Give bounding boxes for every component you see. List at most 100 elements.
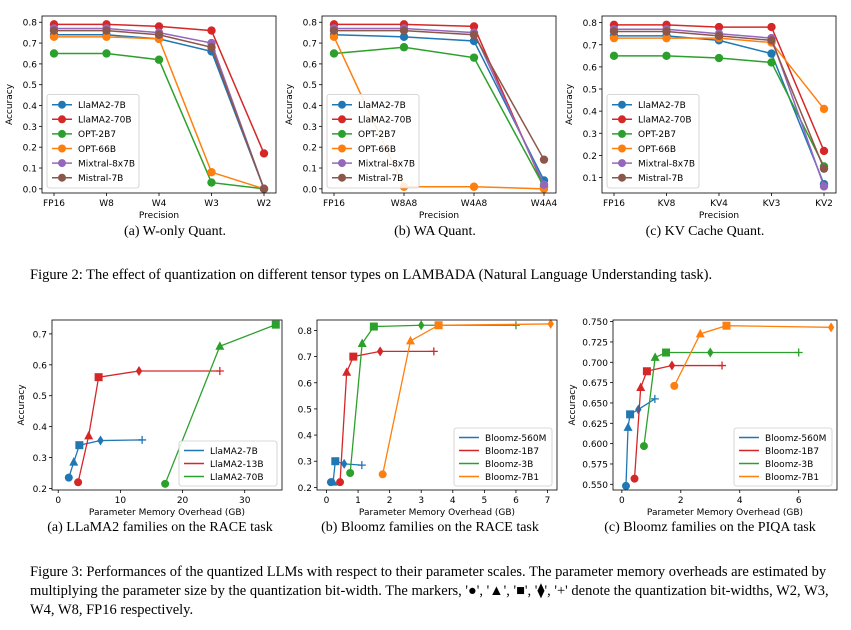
- data-point: [154, 30, 164, 39]
- data-point: [161, 479, 170, 488]
- legend-label: Mixtral-8x7B: [638, 159, 695, 169]
- legend: LlaMA2-7B LlaMA2-70B OPT-2B7 OPT-66B Mixtral…: [606, 94, 700, 189]
- plot-frame: [316, 319, 558, 491]
- x-tick-label: W8A8: [391, 199, 418, 209]
- data-point: [102, 49, 111, 58]
- legend-box: [606, 94, 700, 189]
- data-point: [74, 478, 83, 487]
- data-point: [49, 26, 59, 35]
- y-tick-label: 0.6: [298, 379, 313, 389]
- data-point: [69, 457, 79, 466]
- y-tick-label: 0.650: [582, 399, 608, 409]
- y-tick-label: 0.750: [582, 318, 608, 328]
- y-axis-label: Accuracy: [17, 384, 27, 426]
- data-point: [357, 461, 366, 470]
- legend-label: OPT-66B: [358, 145, 396, 155]
- legend-label: OPT-2B7: [358, 130, 396, 140]
- plot-frame: [51, 319, 283, 491]
- legend-label: Mistral-7B: [78, 174, 123, 184]
- legend-label: Bloomz-560M: [765, 434, 826, 444]
- data-point: [767, 36, 776, 45]
- subcaption-kv-cache: (c) KV Cache Quant.: [645, 224, 765, 239]
- subcaption-llama2-race: (a) LLaMA2 families on the RACE task: [47, 520, 273, 535]
- legend-label: OPT-66B: [78, 145, 116, 155]
- data-point: [102, 26, 111, 35]
- data-point: [827, 322, 835, 333]
- legend: LlaMA2-7B LlaMA2-70B OPT-2B7 OPT-66B Mixtral…: [46, 94, 140, 189]
- data-point: [639, 442, 648, 451]
- x-tick-label: 5: [482, 496, 488, 506]
- data-point: [357, 338, 367, 348]
- y-axis-label: Accuracy: [565, 83, 575, 125]
- series-llama2-13b: [74, 366, 224, 487]
- chart-kv-cache-quant: 0.1 0.2 0.3 0.4 0.5 0.6 0.7 0.8 FP16 KV8 KV4 KV3 KV2…: [565, 15, 837, 221]
- x-tick-label: KV4: [710, 199, 728, 209]
- x-tick-label: W2: [257, 199, 272, 209]
- data-point: [767, 22, 776, 32]
- data-point: [623, 422, 633, 431]
- x-tick-label: 3: [418, 496, 424, 506]
- data-point: [469, 182, 479, 191]
- data-point: [369, 322, 378, 331]
- data-point: [399, 32, 409, 42]
- legend-label: Bloomz-3B: [765, 460, 813, 470]
- data-point: [49, 49, 59, 58]
- y-tick-label: 0.675: [582, 379, 608, 389]
- data-point: [650, 352, 660, 361]
- y-tick-label: 0.8: [23, 19, 38, 29]
- y-tick-label: 0.7: [583, 41, 597, 51]
- x-tick-label: 7: [545, 496, 551, 506]
- legend-label: Bloomz-1B7: [485, 447, 539, 457]
- data-point: [138, 435, 147, 444]
- y-tick-label: 0.1: [583, 174, 597, 184]
- y-tick-label: 0.5: [23, 81, 37, 91]
- legend-label: LlaMA2-13B: [210, 460, 264, 470]
- data-point: [154, 55, 164, 64]
- data-point: [259, 149, 269, 158]
- legend-label: Bloomz-7B1: [485, 473, 539, 483]
- y-axis-label: Accuracy: [5, 83, 15, 125]
- y-tick-label: 0.3: [583, 130, 597, 140]
- data-point: [609, 27, 619, 36]
- series-line: [382, 323, 551, 475]
- x-tick-label: 1: [355, 496, 361, 506]
- legend-swatch-marker: [618, 144, 626, 153]
- y-tick-label: 0.3: [298, 458, 312, 468]
- series-line: [334, 27, 545, 185]
- y-tick-label: 0.4: [23, 102, 38, 112]
- data-point: [84, 430, 94, 440]
- data-point: [207, 178, 216, 187]
- plot-frame: [321, 15, 557, 194]
- y-tick-label: 0.2: [303, 144, 317, 154]
- data-point: [207, 43, 216, 52]
- data-point: [670, 381, 679, 390]
- y-axis-label: Accuracy: [568, 384, 578, 426]
- figure-3-caption: Figure 3: Performances of the quantized …: [30, 564, 829, 618]
- y-tick-label: 0.7: [23, 40, 37, 50]
- series-llama2-7b: [64, 435, 147, 482]
- legend-swatch-marker: [338, 115, 346, 124]
- series-bloomz-7b1: [378, 318, 554, 479]
- y-tick-label: 0.4: [33, 423, 48, 433]
- data-point: [399, 43, 409, 52]
- data-point: [662, 348, 671, 357]
- y-tick-label: 0.725: [582, 338, 608, 348]
- legend-label: LlaMA2-70B: [638, 116, 692, 126]
- legend-swatch-marker: [58, 144, 66, 153]
- series-line: [333, 33, 545, 181]
- x-tick-label: FP16: [323, 199, 345, 209]
- data-point: [714, 22, 724, 32]
- data-point: [49, 32, 59, 42]
- x-tick-label: 0: [55, 496, 61, 506]
- series-line: [339, 350, 434, 483]
- x-axis-label: Precision: [699, 211, 739, 221]
- legend-label: OPT-66B: [638, 145, 676, 155]
- legend-label: LlaMA2-70B: [358, 116, 412, 126]
- legend-swatch-marker: [338, 159, 346, 168]
- legend: Bloomz-560M Bloomz-1B7 Bloomz-3B Bloomz-7B1: [453, 427, 553, 487]
- data-point: [695, 328, 705, 338]
- y-tick-label: 0.4: [303, 102, 318, 112]
- x-tick-label: 0: [619, 496, 625, 506]
- data-point: [259, 184, 269, 194]
- y-tick-label: 0.8: [303, 19, 318, 29]
